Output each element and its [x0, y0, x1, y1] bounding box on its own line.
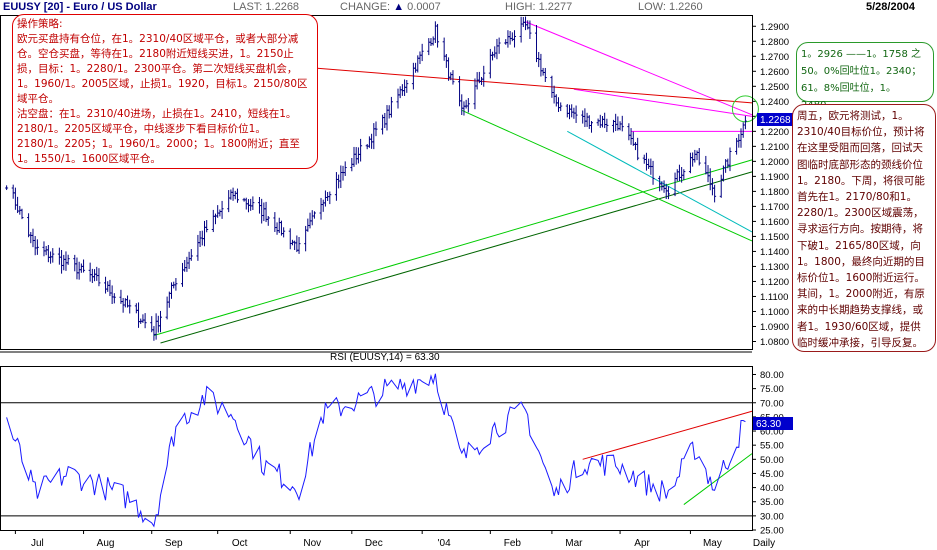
- rsi-y-tick-label: 60.00: [760, 427, 784, 438]
- price-series: [5, 16, 747, 341]
- x-tick-label: Daily: [753, 538, 775, 549]
- price-y-tick-label: 1.1900: [760, 172, 789, 183]
- change-label: CHANGE:: [340, 1, 391, 13]
- price-y-tick-label: 1.1600: [760, 217, 789, 228]
- chart-header: EUUSY [20] - Euro / US Dollar LAST: 1.22…: [0, 0, 937, 15]
- rsi-y-tick-label: 55.00: [760, 441, 784, 452]
- price-panel-frame: [0, 15, 753, 350]
- price-y-tick-label: 1.2800: [760, 37, 789, 48]
- rsi-line: [6, 373, 746, 528]
- price-y-tick-label: 1.1000: [760, 307, 789, 318]
- price-y-tick-label: 1.2500: [760, 82, 789, 93]
- support-trendline: [153, 159, 753, 336]
- chart-title: EUUSY [20] - Euro / US Dollar: [3, 1, 157, 13]
- strategy-note: 操作策略: 欧元买盘持有仓位，在1。2310/40区域平仓，或者大部分减仓。空仓…: [12, 14, 318, 169]
- last-price: LAST: 1.2268: [233, 1, 300, 13]
- rsi-title: RSI (EUUSY,14) = 63.30: [330, 352, 440, 363]
- rsi-resistance-line: [582, 410, 753, 460]
- rsi-y-tick-label: 70.00: [760, 398, 784, 409]
- x-tick-label: Nov: [303, 538, 321, 549]
- axes: Jul Aug Sep Oct Nov Dec '04 Feb Mar Apr May Daily: [0, 15, 775, 549]
- change-value: 0.0007: [407, 1, 441, 13]
- rsi-panel-frame: [0, 366, 753, 531]
- price-y-tick-label: 1.1800: [760, 187, 789, 198]
- rsi-series: [6, 373, 746, 528]
- chart-date: 5/28/2004: [866, 1, 915, 13]
- x-tick-label: Aug: [97, 538, 115, 549]
- x-tick-label: Apr: [634, 538, 650, 549]
- rsi-badge: 63.30: [753, 417, 793, 430]
- rsi-badge-text: 63.30: [756, 419, 781, 430]
- rsi-y-tick-label: 45.00: [760, 469, 784, 480]
- price-y-tick-label: 1.2400: [760, 97, 789, 108]
- x-tick-label: Jul: [31, 538, 44, 549]
- price-y-tick-label: 1.2200: [760, 127, 789, 138]
- resistance-trendline: [525, 21, 753, 116]
- price-y-tick-label: 1.2700: [760, 52, 789, 63]
- price-y-tick-label: 1.1700: [760, 202, 789, 213]
- price-y-tick-label: 1.1100: [760, 292, 788, 303]
- x-tick-label: Dec: [365, 538, 383, 549]
- long-term-support-trendline: [160, 171, 753, 344]
- high-price: HIGH: 1.2277: [505, 1, 573, 13]
- x-tick-label: May: [703, 538, 722, 549]
- price-y-tick-label: 1.2000: [760, 157, 789, 168]
- x-tick-label: '04: [438, 538, 451, 549]
- x-tick-label: Feb: [504, 538, 522, 549]
- price-y-tick-label: 1.2900: [760, 22, 789, 33]
- price-y-tick-label: 1.2600: [760, 67, 789, 78]
- price-y-tick-label: 1.1300: [760, 262, 789, 273]
- price-grid: 1.0800 1.0900 1.1000 1.1100 1.1200 1.1300 1.14…: [752, 22, 789, 348]
- price-y-tick-label: 1.1200: [760, 277, 789, 288]
- price-badge-text: 1.2268: [760, 115, 791, 126]
- price-y-tick-label: 1.0900: [760, 322, 789, 333]
- fibonacci-note: 1。2926 ——1。1758 之50。0%回吐位1。2340；61。8%回吐位…: [796, 42, 934, 111]
- price-y-tick-label: 1.2100: [760, 142, 789, 153]
- x-tick-label: Mar: [565, 538, 583, 549]
- price-y-tick-label: 1.1500: [760, 232, 789, 243]
- rsi-y-tick-label: 80.00: [760, 370, 784, 381]
- rsi-y-tick-label: 35.00: [760, 497, 784, 508]
- x-tick-label: Sep: [165, 538, 183, 549]
- price-badge: 1.2268: [757, 113, 793, 126]
- channel-lower-trendline: [461, 109, 753, 242]
- rsi-grid: 25.00 30.00 35.00 40.00 45.00 50.00 55.00 60.00…: [0, 370, 784, 537]
- x-tick-label: Oct: [232, 538, 248, 549]
- rsi-y-tick-label: 75.00: [760, 384, 784, 395]
- up-arrow-icon: ▲: [393, 1, 405, 13]
- rsi-y-tick-label: 30.00: [760, 511, 784, 522]
- rsi-y-tick-label: 50.00: [760, 455, 784, 466]
- weekly-outlook-note: 周五，欧元将测试，1。2310/40目标价位，预计将在这里受阻而回落，回试天图临…: [792, 104, 936, 352]
- change-readout: CHANGE: ▲ 0.0007: [340, 1, 441, 13]
- price-y-tick-label: 1.1400: [760, 247, 789, 258]
- low-price: LOW: 1.2260: [638, 1, 703, 13]
- price-y-tick-label: 1.0800: [760, 337, 789, 348]
- rsi-y-tick-label: 40.00: [760, 483, 784, 494]
- upper-resistance-trendline: [573, 88, 753, 117]
- rsi-y-tick-label: 25.00: [760, 526, 784, 537]
